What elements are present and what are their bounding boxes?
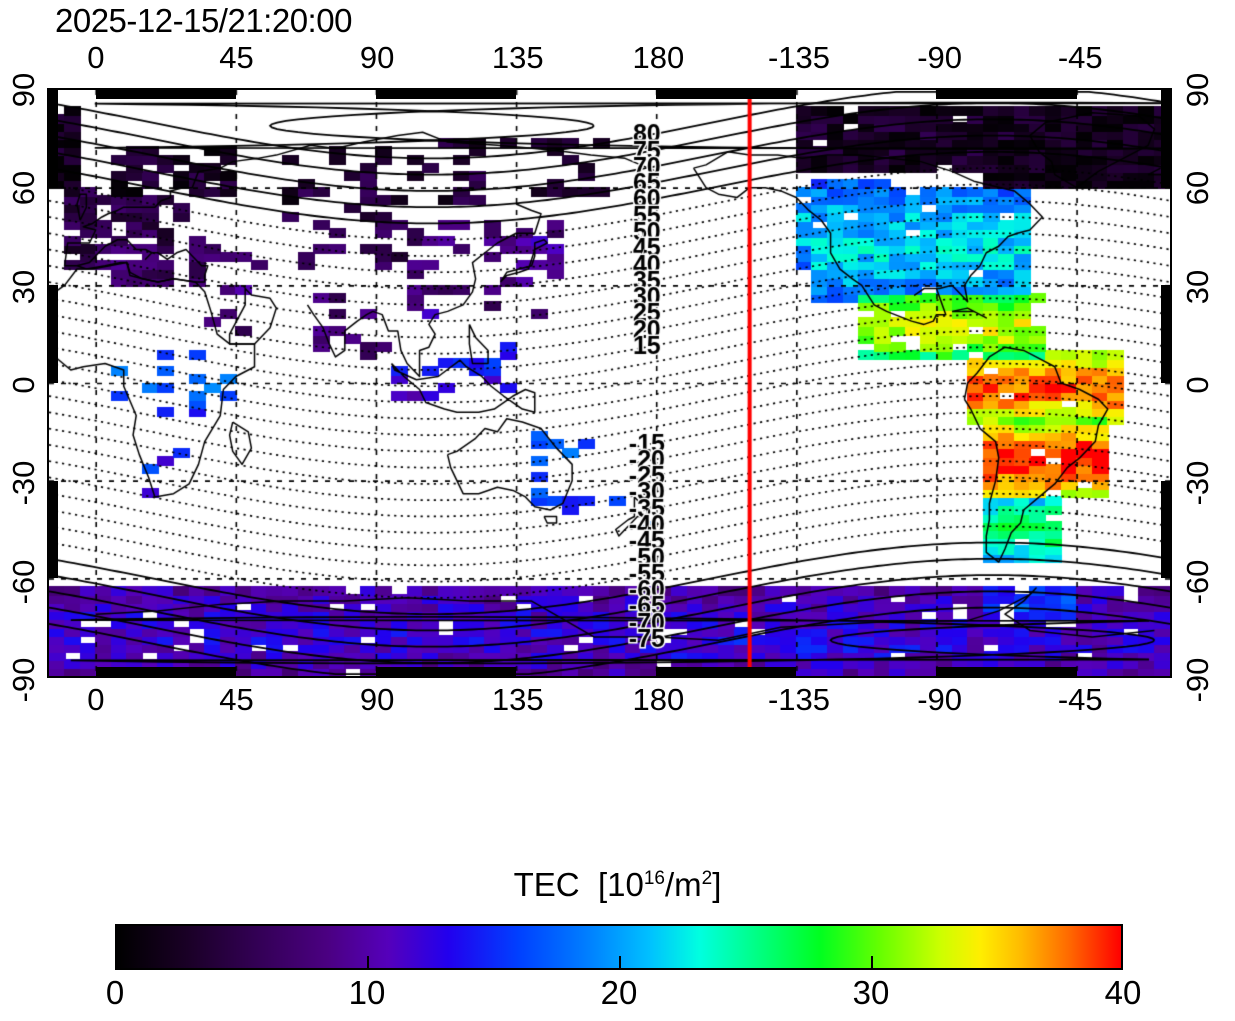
x-tick-180: 180 <box>632 40 685 75</box>
y-tick-90: 90 <box>1180 72 1215 108</box>
colorbar-label-10: 10 <box>348 974 386 1011</box>
colorbar-title-main: TEC <box>513 866 580 903</box>
x-axis-top-ticklabels: 0 45 90 135 180 -135 -90 -45 <box>47 40 1172 75</box>
colorbar-units-exponent: 16 <box>643 868 665 889</box>
axis-tick-band <box>49 480 58 579</box>
y-tick-neg60: -60 <box>6 559 41 605</box>
y-axis-left-ticklabels: 90 60 30 0 -30 -60 -90 <box>4 73 44 703</box>
axis-tick-band <box>95 90 236 99</box>
page-title: 2025-12-15/21:20:00 <box>55 2 352 39</box>
y-tick-neg90: -90 <box>6 657 41 703</box>
x-tick-neg45: -45 <box>1057 40 1103 75</box>
y-tick-30: 30 <box>1180 269 1215 304</box>
colorbar-title: TEC [1016/m2] <box>0 866 1235 904</box>
y-tick-neg30: -30 <box>6 460 41 506</box>
colorbar-label-0: 0 <box>105 974 125 1011</box>
y-tick-0: 0 <box>6 376 41 394</box>
x-tick-0: 0 <box>87 40 105 75</box>
x-axis-bottom-ticklabels: 0 45 90 135 180 -135 -90 -45 <box>47 682 1172 717</box>
y-tick-neg60: -60 <box>1180 559 1215 605</box>
y-tick-0: 0 <box>1180 376 1215 394</box>
x-tick-90: 90 <box>359 40 395 75</box>
colorbar-label-40: 40 <box>1104 974 1142 1011</box>
x-tick-135: 135 <box>491 40 544 75</box>
x-tick-0: 0 <box>87 682 105 717</box>
x-tick-45: 45 <box>219 682 254 717</box>
colorbar-units-exponent2: 2 <box>701 868 713 889</box>
axis-tick-band <box>656 667 797 676</box>
x-tick-neg90: -90 <box>917 40 963 75</box>
axis-tick-band <box>95 667 236 676</box>
x-tick-90: 90 <box>359 682 395 717</box>
colorbar-label-30: 30 <box>852 974 890 1011</box>
tec-heatmap-canvas[interactable] <box>49 90 1170 676</box>
axis-tick-band <box>375 667 517 676</box>
colorbar-ticklabels: 0 10 20 30 40 <box>106 974 1142 1014</box>
colorbar-tick-10 <box>367 956 369 970</box>
x-tick-45: 45 <box>219 40 254 75</box>
axis-tick-band <box>1161 90 1170 188</box>
x-tick-neg90: -90 <box>917 682 963 717</box>
y-tick-90: 90 <box>6 72 41 108</box>
axis-tick-band <box>49 285 58 383</box>
x-tick-neg135: -135 <box>767 40 831 75</box>
colorbar-tickmarks <box>115 950 1123 970</box>
colorbar-units-post: ] <box>712 866 722 903</box>
x-tick-135: 135 <box>491 682 544 717</box>
colorbar-units-mid: /m <box>664 866 702 903</box>
y-axis-right-ticklabels: 90 60 30 0 -30 -60 -90 <box>1178 73 1218 703</box>
axis-tick-band <box>49 90 58 188</box>
axis-tick-band <box>656 90 797 99</box>
colorbar-tick-20 <box>619 956 621 970</box>
axis-tick-band <box>375 90 517 99</box>
y-tick-neg30: -30 <box>1180 460 1215 506</box>
x-tick-180: 180 <box>632 682 685 717</box>
y-tick-neg90: -90 <box>1180 657 1215 703</box>
axis-tick-band <box>936 90 1077 99</box>
y-tick-30: 30 <box>6 269 41 304</box>
y-tick-60: 60 <box>6 171 41 206</box>
colorbar-units-pre: [10 <box>597 866 644 903</box>
x-tick-neg45: -45 <box>1057 682 1103 717</box>
y-tick-60: 60 <box>1180 171 1215 206</box>
axis-tick-band <box>936 667 1077 676</box>
colorbar-label-20: 20 <box>600 974 638 1011</box>
axis-tick-band <box>1161 480 1170 579</box>
tec-map-plot[interactable] <box>47 88 1172 678</box>
axis-tick-band <box>1161 285 1170 383</box>
x-tick-neg135: -135 <box>767 682 831 717</box>
colorbar-tick-30 <box>871 956 873 970</box>
